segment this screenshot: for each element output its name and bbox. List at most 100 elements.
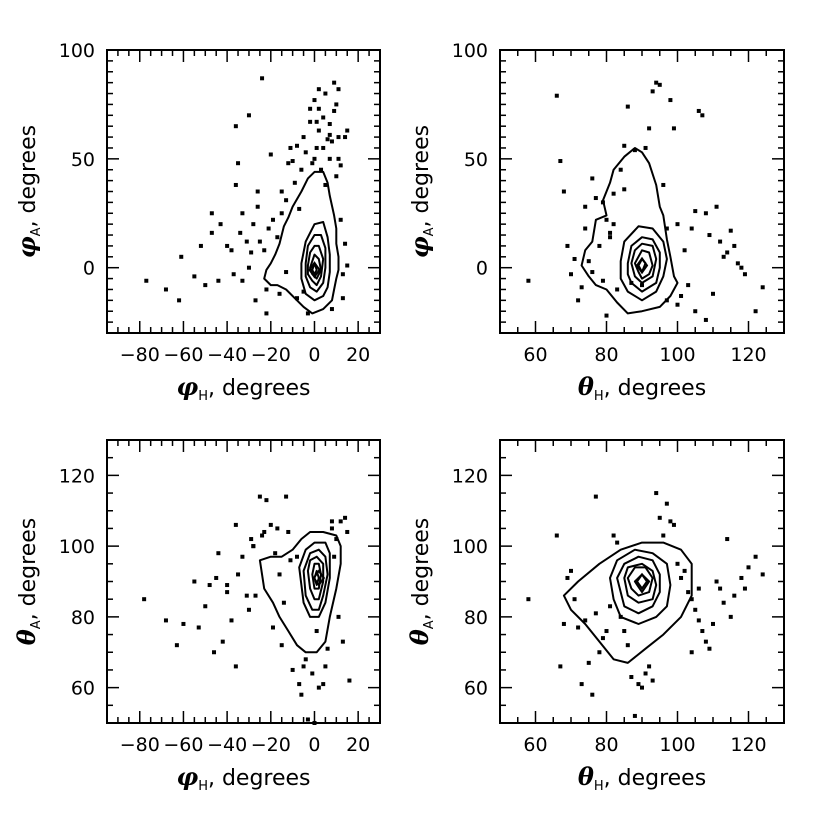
data-point [343, 515, 348, 520]
data-point [273, 551, 278, 556]
data-point [650, 89, 655, 94]
data-point [196, 625, 201, 630]
data-point [693, 309, 698, 314]
y-tick-label: 120 [452, 465, 488, 487]
data-point [689, 226, 694, 231]
x-tick-label: 20 [346, 734, 370, 756]
data-point [198, 243, 203, 248]
data-point [593, 196, 598, 201]
data-point [229, 248, 234, 253]
data-point [657, 82, 662, 87]
data-point [334, 102, 339, 107]
data-point [203, 604, 208, 609]
data-point [299, 167, 304, 172]
data-point [310, 671, 315, 676]
data-point [696, 108, 701, 113]
data-point [622, 629, 627, 634]
data-point [703, 317, 708, 322]
data-point [299, 692, 304, 697]
data-point [303, 657, 308, 662]
y-axis-title: θA, degrees [12, 518, 44, 645]
data-point [214, 575, 219, 580]
data-point [284, 198, 289, 203]
data-point [586, 660, 591, 665]
data-point [675, 302, 680, 307]
data-point [329, 139, 334, 144]
data-point [279, 189, 284, 194]
data-point [590, 176, 595, 181]
data-point [707, 646, 712, 651]
data-point [561, 621, 566, 626]
y-tick-label: 0 [83, 258, 95, 280]
x-tick-label: −20 [251, 734, 291, 756]
data-point [343, 241, 348, 246]
data-point [240, 554, 245, 559]
y-tick-label: 100 [452, 536, 488, 558]
y-tick-label: 0 [476, 258, 488, 280]
data-point [739, 575, 744, 580]
y-tick-label: 60 [71, 678, 95, 700]
data-point [728, 228, 733, 233]
data-point [714, 204, 719, 209]
data-point [615, 287, 620, 292]
data-point [249, 537, 254, 542]
x-axis-title: θH, degrees [578, 372, 706, 404]
data-point [301, 664, 306, 669]
data-point [233, 664, 238, 669]
data-point [611, 222, 616, 227]
data-point [668, 98, 673, 103]
y-tick-label: 50 [71, 149, 95, 171]
data-point [163, 618, 168, 623]
data-point [340, 639, 345, 644]
x-tick-label: −40 [207, 344, 247, 366]
data-point [284, 270, 289, 275]
data-point [316, 106, 321, 111]
data-point [323, 664, 328, 669]
data-point [671, 522, 676, 527]
data-point [316, 685, 321, 690]
x-tick-label: −80 [120, 734, 160, 756]
data-point [753, 309, 758, 314]
data-point [608, 230, 613, 235]
y-tick-label: 100 [59, 40, 95, 62]
data-point [629, 675, 634, 680]
data-point [209, 211, 214, 216]
data-point [640, 685, 644, 690]
panel-top-left: −80 −60 −40 −20 0 20 0 50 100 φH, degrees φA, degr… [12, 40, 381, 404]
data-point [181, 621, 186, 626]
data-point [597, 650, 602, 655]
data-point [693, 607, 698, 612]
y-tick-label: 50 [464, 149, 488, 171]
data-point [216, 278, 221, 283]
data-point [253, 593, 258, 598]
y-axis-title: φA, degrees [405, 125, 437, 258]
x-tick-label: −60 [163, 344, 203, 366]
data-point [244, 593, 249, 598]
data-point [225, 590, 230, 595]
data-point [696, 618, 701, 623]
data-point [264, 311, 269, 316]
data-point [308, 106, 313, 111]
data-point [319, 167, 324, 172]
data-point [703, 639, 708, 644]
data-point [668, 519, 673, 524]
data-point [711, 621, 715, 626]
data-point [225, 243, 230, 248]
density-contour [313, 569, 320, 586]
data-point [286, 529, 291, 534]
density-peak-marker [308, 261, 321, 279]
data-point [290, 667, 295, 672]
data-point [689, 597, 694, 602]
data-point [742, 272, 747, 277]
data-point [244, 239, 249, 244]
x-tick-label: −80 [120, 344, 160, 366]
data-point [297, 682, 302, 687]
data-point [236, 572, 241, 577]
data-point [314, 119, 319, 124]
data-point [236, 161, 241, 166]
data-point [295, 143, 300, 148]
data-point [693, 209, 698, 214]
data-point [576, 298, 581, 303]
data-point [142, 597, 147, 602]
